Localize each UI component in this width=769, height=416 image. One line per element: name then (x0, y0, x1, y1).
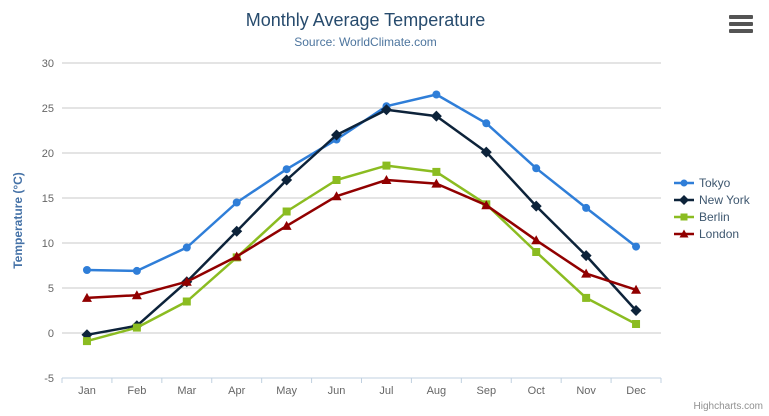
data-point-square[interactable] (582, 293, 591, 302)
data-point-diamond[interactable] (530, 200, 542, 212)
data-point-square[interactable] (132, 323, 141, 332)
data-point-triangle[interactable] (581, 268, 592, 278)
legend-item-tokyo[interactable]: Tokyo (674, 174, 750, 191)
legend: Tokyo New York Berlin London (674, 174, 750, 242)
data-point-diamond[interactable] (231, 225, 243, 237)
chart-subtitle: Source: WorldClimate.com (294, 35, 437, 49)
data-point-circle[interactable] (232, 198, 241, 207)
data-point-triangle[interactable] (281, 220, 292, 230)
y-tick-label: 20 (42, 148, 54, 160)
data-point-circle[interactable] (632, 242, 641, 251)
x-tick-label: Sep (477, 385, 497, 397)
data-point-square (680, 213, 688, 220)
data-point-circle[interactable] (532, 164, 541, 173)
series-london (81, 175, 642, 302)
data-point-triangle[interactable] (631, 284, 642, 294)
y-axis-title: Temperature (°C) (11, 172, 25, 269)
x-tick-label: Jan (78, 385, 96, 397)
y-tick-label: 15 (42, 193, 54, 205)
legend-marker-circle-icon (674, 179, 694, 186)
data-point-triangle[interactable] (381, 175, 392, 184)
data-point-circle[interactable] (132, 266, 141, 275)
y-grid (62, 62, 661, 379)
x-tick-label: Jul (379, 385, 393, 397)
legend-label: London (699, 226, 740, 241)
x-tick-label: Aug (427, 385, 447, 397)
hamburger-icon (729, 22, 753, 26)
data-point-square[interactable] (332, 176, 341, 184)
y-tick-label: 30 (42, 58, 54, 70)
x-tick-label: Feb (127, 385, 146, 397)
data-point-square[interactable] (182, 297, 191, 306)
x-tick-label: Oct (528, 385, 545, 397)
chart-title: Monthly Average Temperature (245, 10, 486, 30)
series-line-berlin (85, 164, 638, 343)
x-tick-label: Jun (328, 385, 346, 397)
data-point-square[interactable] (282, 207, 291, 216)
data-point-triangle (679, 229, 689, 237)
data-point-square[interactable] (382, 161, 391, 170)
hamburger-icon (729, 29, 753, 33)
legend-label: Tokyo (699, 175, 731, 190)
data-point-square[interactable] (532, 248, 541, 256)
data-point-diamond[interactable] (331, 129, 343, 141)
x-tick-label: Mar (177, 385, 196, 397)
credits-link[interactable]: Highcharts.com (693, 401, 763, 412)
data-point-triangle[interactable] (331, 191, 342, 201)
data-point-diamond (679, 194, 689, 205)
y-tick-label: 0 (48, 328, 54, 340)
legend-item-new-york[interactable]: New York (674, 191, 750, 208)
data-point-triangle[interactable] (131, 290, 142, 300)
data-point-circle (680, 179, 688, 186)
data-point-triangle[interactable] (431, 178, 442, 188)
y-tick-label: 25 (42, 103, 54, 115)
legend-item-berlin[interactable]: Berlin (674, 208, 750, 225)
data-point-triangle[interactable] (81, 292, 92, 302)
export-menu-button[interactable] (729, 15, 753, 33)
x-tick-label: Dec (626, 385, 646, 397)
x-tick-label: Nov (576, 385, 596, 397)
series-line-tokyo (85, 93, 638, 273)
legend-marker-square-icon (674, 213, 694, 220)
data-point-circle[interactable] (82, 266, 91, 274)
data-point-diamond[interactable] (380, 104, 392, 116)
data-point-diamond[interactable] (630, 305, 642, 316)
data-point-circle[interactable] (432, 90, 441, 99)
data-point-circle[interactable] (282, 165, 291, 174)
data-point-square[interactable] (432, 167, 441, 176)
x-axis (61, 377, 662, 383)
series-new-york (81, 104, 642, 341)
y-tick-label: -5 (44, 373, 54, 385)
data-point-diamond[interactable] (480, 146, 492, 158)
x-tick-label: May (276, 385, 297, 397)
data-point-triangle[interactable] (481, 200, 492, 210)
data-point-triangle[interactable] (181, 276, 192, 286)
series-tokyo (82, 90, 641, 275)
data-point-diamond[interactable] (281, 174, 293, 186)
legend-marker-diamond-icon (674, 194, 694, 205)
data-point-square[interactable] (82, 337, 91, 346)
series-line-london (85, 178, 638, 300)
legend-marker-triangle-icon (674, 229, 694, 237)
data-point-triangle[interactable] (231, 251, 242, 261)
data-point-circle[interactable] (482, 119, 491, 128)
legend-label: New York (699, 192, 750, 207)
data-point-circle[interactable] (582, 203, 591, 212)
series-line-new-york (85, 108, 638, 337)
x-tick-label: Apr (228, 385, 245, 397)
data-point-triangle[interactable] (531, 235, 542, 245)
hamburger-icon (729, 15, 753, 19)
y-tick-label: 5 (48, 283, 54, 295)
legend-label: Berlin (699, 209, 730, 224)
legend-item-london[interactable]: London (674, 225, 750, 242)
data-point-circle[interactable] (182, 243, 191, 252)
data-point-diamond[interactable] (430, 110, 442, 122)
data-point-square[interactable] (632, 320, 641, 328)
y-tick-label: 10 (42, 238, 54, 250)
data-point-diamond[interactable] (580, 250, 592, 262)
